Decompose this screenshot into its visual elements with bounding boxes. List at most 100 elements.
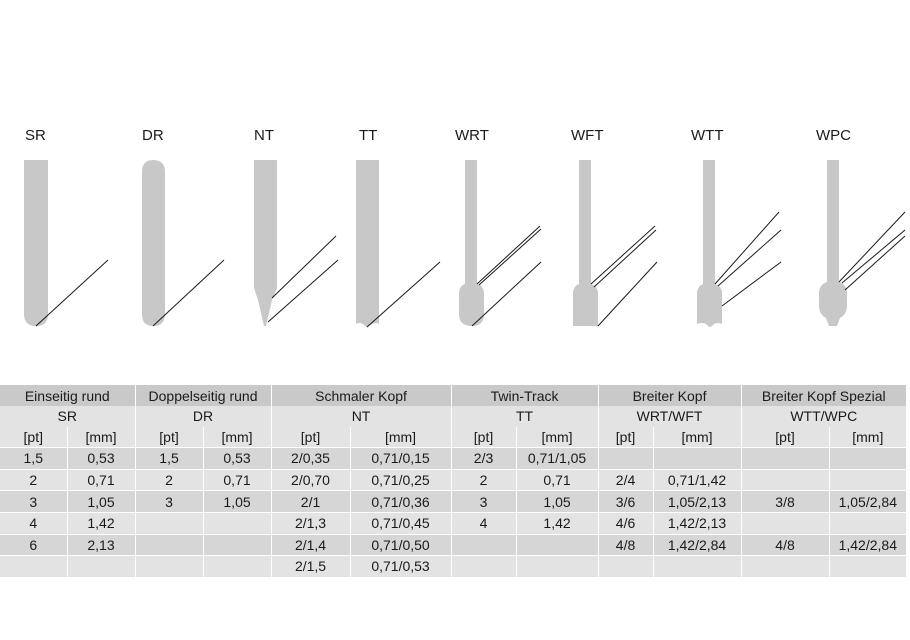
cell-pt: 2/1,5 xyxy=(270,555,351,577)
unit-mm: [mm] xyxy=(349,426,452,448)
cell-mm: 0,71/1,05 xyxy=(515,447,599,470)
profile-wrt-line-2 xyxy=(478,228,542,286)
cell-pt: 2/0,70 xyxy=(270,468,351,491)
cell-mm: 0,53 xyxy=(202,447,272,470)
cell-mm: 1,05/2,84 xyxy=(828,490,907,513)
group-title: Breiter Kopf xyxy=(597,385,742,406)
group-code: NT xyxy=(270,406,452,427)
unit-pt: [pt] xyxy=(0,426,67,448)
cell-pt xyxy=(740,555,830,577)
profile-label-wtt: WTT xyxy=(691,127,724,144)
cell-mm: 1,05 xyxy=(66,490,136,513)
cell-pt xyxy=(740,511,830,535)
profile-wft-line-3 xyxy=(597,261,658,327)
cell-pt: 2/1,4 xyxy=(270,533,351,556)
profile-label-wrt: WRT xyxy=(455,127,489,144)
table-row: 2/1,5 0,71/0,53 xyxy=(0,555,907,577)
profile-label-nt: NT xyxy=(254,127,274,144)
cell-mm: 1,42/2,84 xyxy=(652,533,742,556)
profile-wrt-line-3 xyxy=(471,261,542,327)
table-row: 3 1,05 3 1,05 2/1 0,71/0,36 3 1,05 3/6 1,05/2,13 3… xyxy=(0,490,907,513)
unit-mm: [mm] xyxy=(202,426,272,448)
cell-mm xyxy=(66,555,136,577)
unit-mm: [mm] xyxy=(652,426,742,448)
cell-mm: 1,42 xyxy=(66,511,136,535)
profile-dr-shape xyxy=(142,160,165,326)
profile-wpc-line-1 xyxy=(838,211,906,283)
profile-wft-line-1 xyxy=(590,225,656,285)
cell-pt: 4 xyxy=(450,511,517,535)
table-row: 4 1,42 2/1,3 0,71/0,45 4 1,42 4/6 1,42/2,13 xyxy=(0,511,907,535)
cell-pt xyxy=(740,468,830,491)
cell-pt xyxy=(0,555,67,577)
cell-mm: 0,71/0,15 xyxy=(349,447,452,470)
cell-pt xyxy=(597,447,654,470)
unit-pt: [pt] xyxy=(740,426,830,448)
profile-wtt-line-2 xyxy=(717,229,782,287)
cell-pt: 2 xyxy=(0,468,67,491)
table-row: 2 0,71 2 0,71 2/0,70 0,71/0,25 2 0,71 2/4 0,71/1,… xyxy=(0,468,907,491)
cell-mm xyxy=(515,533,599,556)
cell-mm: 0,53 xyxy=(66,447,136,470)
cell-mm: 1,05 xyxy=(202,490,272,513)
cell-mm: 1,42 xyxy=(515,511,599,535)
cell-mm: 2,13 xyxy=(66,533,136,556)
unit-row: [pt] [mm] [pt] [mm] [pt] [mm] [pt] [mm] … xyxy=(0,426,907,448)
cell-mm: 0,71/1,42 xyxy=(652,468,742,491)
unit-mm: [mm] xyxy=(66,426,136,448)
cell-mm: 0,71 xyxy=(202,468,272,491)
cell-mm xyxy=(828,447,907,470)
table-row: 6 2,13 2/1,4 0,71/0,50 4/8 1,42/2,84 4/8 1,42/2… xyxy=(0,533,907,556)
cell-mm: 0,71/0,53 xyxy=(349,555,452,577)
cell-pt: 3/6 xyxy=(597,490,654,513)
unit-mm: [mm] xyxy=(515,426,599,448)
profile-wpc-shape xyxy=(819,160,847,326)
unit-pt: [pt] xyxy=(134,426,204,448)
profile-label-sr: SR xyxy=(25,127,46,144)
cell-pt xyxy=(134,511,204,535)
profile-tt-shape xyxy=(356,160,379,327)
cell-pt xyxy=(597,555,654,577)
group-title: Einseitig rund xyxy=(0,385,136,406)
cell-mm: 0,71/0,45 xyxy=(349,511,452,535)
group-code: DR xyxy=(134,406,272,427)
group-code: TT xyxy=(450,406,599,427)
cell-pt: 2 xyxy=(134,468,204,491)
profile-wrt-shape xyxy=(459,160,484,326)
group-code: WRT/WFT xyxy=(597,406,742,427)
profile-wtt-line-1 xyxy=(714,211,780,285)
group-code: WTT/WPC xyxy=(740,406,907,427)
cell-pt: 2/1 xyxy=(270,490,351,513)
cell-mm xyxy=(828,511,907,535)
profile-nt-line-1 xyxy=(271,235,337,299)
cell-mm: 1,42/2,13 xyxy=(652,511,742,535)
group-title: Breiter Kopf Spezial xyxy=(740,385,907,406)
profile-wft-shape xyxy=(573,160,598,326)
cell-pt: 3 xyxy=(450,490,517,513)
cell-pt: 4/6 xyxy=(597,511,654,535)
cell-mm xyxy=(652,447,742,470)
cell-mm xyxy=(652,555,742,577)
cell-mm xyxy=(515,555,599,577)
cell-mm: 0,71/0,50 xyxy=(349,533,452,556)
cell-mm: 0,71 xyxy=(515,468,599,491)
profile-dr-line xyxy=(152,259,225,327)
cell-pt: 2/0,35 xyxy=(270,447,351,470)
profile-label-dr: DR xyxy=(142,127,164,144)
profile-label-wpc: WPC xyxy=(816,127,851,144)
unit-pt: [pt] xyxy=(270,426,351,448)
cell-mm: 1,05 xyxy=(515,490,599,513)
table-row: 1,5 0,53 1,5 0,53 2/0,35 0,71/0,15 2/3 0,71/1,0… xyxy=(0,447,907,470)
cell-mm: 1,05/2,13 xyxy=(652,490,742,513)
cell-pt: 3 xyxy=(134,490,204,513)
cell-pt: 3 xyxy=(0,490,67,513)
cell-pt xyxy=(450,533,517,556)
cell-mm: 0,71 xyxy=(66,468,136,491)
cell-pt: 2 xyxy=(450,468,517,491)
profile-label-wft: WFT xyxy=(571,127,604,144)
cell-pt: 2/1,3 xyxy=(270,511,351,535)
profile-wrt-line-1 xyxy=(476,225,541,285)
cell-pt: 1,5 xyxy=(0,447,67,470)
cell-pt: 1,5 xyxy=(134,447,204,470)
profile-nt-line-2 xyxy=(267,259,339,323)
